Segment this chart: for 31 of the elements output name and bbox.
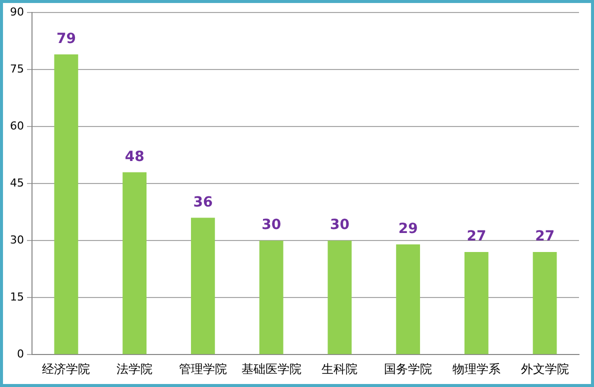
bar (190, 218, 215, 354)
bar (54, 54, 78, 354)
data-label: 79 (56, 31, 76, 48)
y-tick-label: 90 (10, 5, 24, 18)
bar (464, 252, 488, 354)
data-label: 27 (535, 228, 555, 245)
y-tick-label: 45 (10, 176, 24, 190)
data-label: 30 (330, 217, 350, 234)
bar (532, 252, 557, 354)
y-tick-label: 60 (10, 119, 24, 132)
bar (122, 172, 147, 354)
x-tick-label: 经济学院 (42, 362, 90, 376)
bar (259, 240, 284, 354)
x-tick-label: 基础医学院 (241, 362, 302, 376)
data-label: 36 (193, 194, 213, 210)
x-tick-label: 法学院 (116, 362, 153, 376)
data-label: 48 (124, 148, 144, 165)
data-label: 29 (398, 221, 418, 238)
data-label: 30 (262, 217, 282, 234)
y-tick-label: 30 (10, 233, 24, 246)
x-tick-label: 生科院 (322, 362, 358, 376)
x-tick-label: 国务学院 (384, 362, 432, 376)
data-label: 27 (466, 228, 486, 245)
y-tick-label: 15 (10, 290, 24, 304)
x-tick-label: 外文学院 (520, 362, 569, 376)
x-tick-label: 物理学系 (452, 362, 500, 376)
bar (328, 240, 352, 354)
bar (396, 244, 420, 354)
y-tick-label: 0 (16, 347, 24, 360)
x-tick-label: 管理学院 (178, 362, 227, 376)
y-tick-label: 75 (10, 62, 24, 76)
